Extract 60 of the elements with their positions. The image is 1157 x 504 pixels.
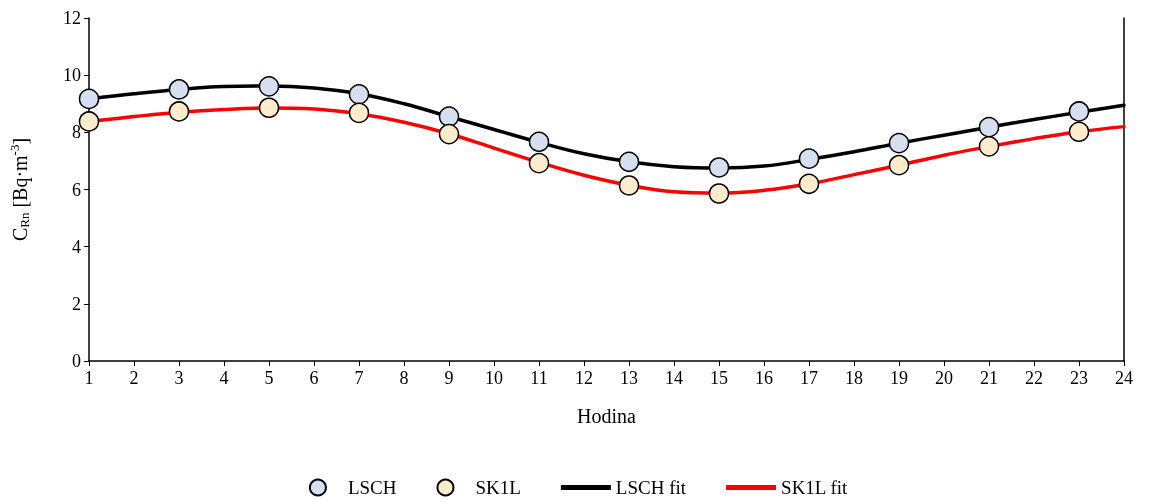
x-tick-label: 3 [174,368,184,388]
x-tick-label: 8 [399,368,409,388]
x-tick-label: 11 [530,368,548,388]
x-tick-label: 21 [980,368,998,388]
point [708,157,730,178]
y-tick-label: 10 [63,65,81,86]
x-tick-label: 5 [264,368,274,388]
point [978,116,1000,138]
x-tick-label: 23 [1070,368,1088,388]
x-tick-label: 18 [845,368,863,388]
x-tick-label: 7 [354,368,364,388]
point [348,84,370,105]
y-tick-label: 2 [72,293,81,314]
x-tick-label: 20 [935,368,953,388]
x-tick-label: 6 [309,368,319,388]
x-tick-label: 4 [219,368,229,388]
x-tick-label: 16 [755,368,773,388]
point [1068,121,1090,143]
y-tick-label: 0 [72,351,81,371]
y-tick-label: 6 [72,179,81,200]
y-tick-label: 8 [72,122,81,143]
x-tick-label: 13 [620,368,638,388]
point [618,175,640,196]
point [888,154,910,176]
point [78,88,100,110]
x-tick-label: 24 [1115,368,1133,388]
y-tick-label: 12 [63,8,81,28]
x-tick-label: 9 [444,368,454,388]
point [798,148,820,169]
x-tick-label: 1 [84,368,94,388]
point [978,136,1000,157]
x-tick-label: 2 [129,368,139,388]
x-tick-label: 17 [800,368,818,388]
x-tick-label: 19 [890,368,908,388]
point [258,76,280,97]
x-tick-label: 15 [710,368,728,388]
point [438,123,460,145]
point [438,106,460,127]
point [798,173,820,195]
point [528,152,550,174]
x-tick-label: 22 [1025,368,1043,388]
x-tick-label: 14 [665,368,683,388]
point [1068,101,1090,122]
x-tick-label: 10 [485,368,503,388]
x-tick-label: 12 [575,368,593,388]
legend-label: LSCH [347,477,397,498]
point [168,79,190,100]
point [708,183,730,204]
y-axis-title: CRn [Bq·m-3] [7,137,32,242]
point [888,132,910,154]
legend-label: SK1L [475,477,521,498]
point [528,131,550,153]
point [168,101,190,122]
legend-label: LSCH fit [615,477,687,498]
point [348,102,370,124]
legend-label: SK1L fit [781,477,849,498]
point [618,151,640,173]
y-tick-label: 4 [72,236,81,257]
x-axis-title: Hodina [577,405,637,427]
point [258,97,280,118]
